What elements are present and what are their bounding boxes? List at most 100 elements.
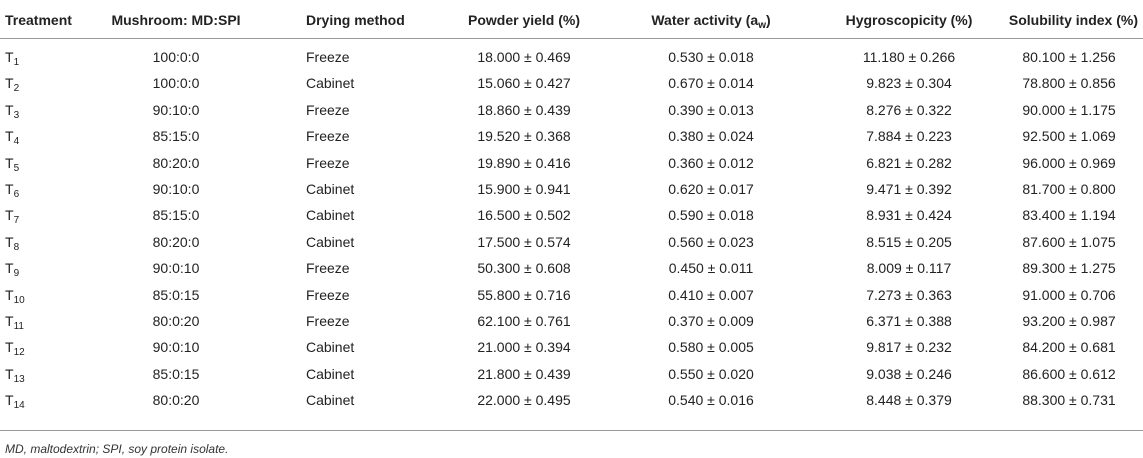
table-cell: 55.800 ± 0.716 bbox=[477, 286, 571, 303]
table-cell: T2 bbox=[5, 74, 20, 95]
table-cell: 8.276 ± 0.322 bbox=[866, 101, 952, 118]
table-cell: 8.931 ± 0.424 bbox=[866, 207, 952, 224]
table-cell: 22.000 ± 0.495 bbox=[477, 392, 571, 409]
column-header: Mushroom: MD:SPI bbox=[111, 12, 241, 28]
table-cell: Cabinet bbox=[306, 75, 355, 92]
table-cell: T12 bbox=[5, 338, 25, 359]
text-part: T bbox=[5, 207, 14, 224]
table-cell: 88.300 ± 0.731 bbox=[1022, 392, 1116, 409]
table-cell: Freeze bbox=[306, 260, 350, 277]
subscript: 12 bbox=[13, 347, 25, 359]
table-cell: 19.890 ± 0.416 bbox=[477, 154, 571, 171]
table-cell: 90:0:10 bbox=[152, 260, 200, 277]
table-cell: Freeze bbox=[306, 313, 350, 329]
table-cell: T13 bbox=[5, 365, 25, 385]
column-header: Water activity (aw) bbox=[651, 11, 770, 31]
table-cell: 0.360 ± 0.012 bbox=[668, 154, 754, 171]
table-cell: 80:20:0 bbox=[152, 233, 200, 250]
table-cell: Cabinet bbox=[306, 339, 355, 356]
table-cell: 80:0:20 bbox=[152, 392, 200, 409]
table-cell: 0.550 ± 0.020 bbox=[668, 365, 754, 382]
table-cell: 78.800 ± 0.856 bbox=[1022, 75, 1116, 92]
subscript: 2 bbox=[13, 83, 20, 95]
text-part: T bbox=[5, 313, 14, 329]
table-cell: 0.670 ± 0.014 bbox=[668, 75, 754, 92]
table-cell: 6.821 ± 0.282 bbox=[866, 154, 952, 171]
table-cell: 80:20:0 bbox=[152, 154, 200, 171]
table-cell: 0.370 ± 0.009 bbox=[668, 313, 754, 329]
table-cell: 90.000 ± 1.175 bbox=[1022, 101, 1116, 118]
text-part: T bbox=[5, 181, 14, 197]
table-cell: T9 bbox=[5, 259, 20, 280]
table-cell: 18.860 ± 0.439 bbox=[477, 101, 571, 118]
table-cell: 9.817 ± 0.232 bbox=[866, 339, 952, 356]
table-cell: 8.009 ± 0.117 bbox=[866, 260, 952, 277]
subscript: 3 bbox=[13, 109, 20, 121]
header-rule bbox=[0, 38, 1143, 39]
table-cell: 21.800 ± 0.439 bbox=[477, 365, 571, 382]
footnote: MD, maltodextrin; SPI, soy protein isola… bbox=[5, 442, 229, 456]
table-cell: 96.000 ± 0.969 bbox=[1022, 154, 1116, 171]
subscript: 6 bbox=[13, 189, 20, 200]
table-cell: Cabinet bbox=[306, 207, 355, 224]
table-cell: T5 bbox=[5, 154, 20, 174]
text-part: Water activity (a bbox=[651, 12, 759, 28]
column-header: Drying method bbox=[306, 12, 405, 28]
subscript: 8 bbox=[13, 241, 20, 253]
table-cell: 17.500 ± 0.574 bbox=[477, 233, 571, 250]
table-cell: T14 bbox=[5, 391, 25, 412]
column-header: Hygroscopicity (%) bbox=[845, 12, 973, 28]
subscript: 5 bbox=[13, 162, 20, 174]
table-cell: 0.380 ± 0.024 bbox=[668, 128, 754, 145]
text-part: T bbox=[5, 154, 14, 171]
table-cell: 92.500 ± 1.069 bbox=[1022, 128, 1116, 145]
subscript: 1 bbox=[13, 57, 20, 68]
text-part: T bbox=[5, 392, 14, 409]
table-cell: 7.884 ± 0.223 bbox=[866, 128, 952, 145]
table-cell: 9.823 ± 0.304 bbox=[866, 75, 952, 92]
table-cell: 8.515 ± 0.205 bbox=[866, 233, 952, 250]
table-cell: 9.038 ± 0.246 bbox=[866, 365, 952, 382]
table-cell: 0.590 ± 0.018 bbox=[668, 207, 754, 224]
subscript: 11 bbox=[13, 321, 24, 332]
subscript: 7 bbox=[13, 215, 20, 227]
text-part: T bbox=[5, 75, 14, 92]
text-part: T bbox=[5, 286, 14, 303]
table-cell: 0.560 ± 0.023 bbox=[668, 233, 754, 250]
table-cell: Cabinet bbox=[306, 392, 355, 409]
table-cell: 0.390 ± 0.013 bbox=[668, 101, 754, 118]
table-cell: Freeze bbox=[306, 101, 350, 118]
subscript: 9 bbox=[13, 268, 20, 280]
table-cell: T8 bbox=[5, 233, 20, 253]
table-cell: Freeze bbox=[306, 128, 350, 145]
table-cell: 84.200 ± 0.681 bbox=[1022, 339, 1116, 356]
text-part: T bbox=[5, 128, 14, 145]
table-cell: 85:0:15 bbox=[152, 365, 200, 382]
subscript: 10 bbox=[13, 294, 25, 306]
table-cell: 0.450 ± 0.011 bbox=[668, 260, 754, 277]
table-cell: 11.180 ± 0.266 bbox=[862, 49, 956, 65]
table-cell: T6 bbox=[5, 180, 20, 200]
table-cell: 18.000 ± 0.469 bbox=[477, 49, 571, 65]
table-cell: 86.600 ± 0.612 bbox=[1022, 365, 1116, 382]
table-cell: 15.060 ± 0.427 bbox=[477, 75, 571, 92]
table-cell: 91.000 ± 0.706 bbox=[1022, 286, 1116, 303]
table-cell: 100:0:0 bbox=[152, 75, 200, 92]
table-cell: 0.620 ± 0.017 bbox=[668, 181, 754, 197]
table-cell: 85:0:15 bbox=[152, 286, 200, 303]
subscript: 14 bbox=[13, 400, 25, 412]
table-cell: 0.410 ± 0.007 bbox=[668, 286, 754, 303]
text-part: T bbox=[5, 233, 14, 250]
table-cell: 15.900 ± 0.941 bbox=[477, 181, 571, 197]
column-header: Treatment bbox=[5, 12, 72, 28]
table-cell: 21.000 ± 0.394 bbox=[477, 339, 571, 356]
table-cell: T10 bbox=[5, 286, 25, 306]
table-cell: 6.371 ± 0.388 bbox=[866, 313, 952, 329]
table-cell: 80.100 ± 1.256 bbox=[1022, 49, 1116, 65]
text-part: T bbox=[5, 339, 14, 356]
table-cell: 83.400 ± 1.194 bbox=[1022, 207, 1116, 224]
table-cell: 19.520 ± 0.368 bbox=[477, 128, 571, 145]
table-cell: 9.471 ± 0.392 bbox=[866, 181, 952, 197]
bottom-rule bbox=[0, 430, 1143, 431]
